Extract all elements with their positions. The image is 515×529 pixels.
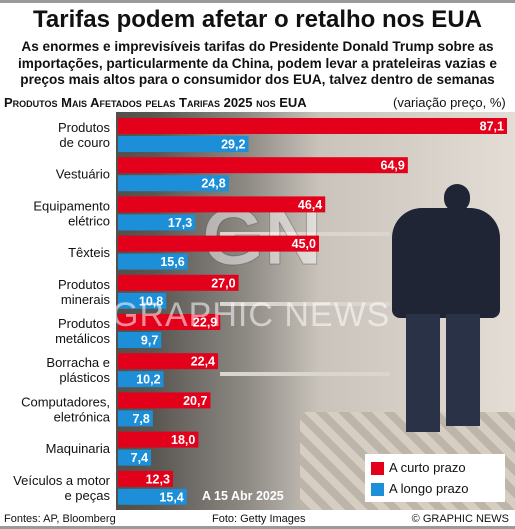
bar-long-term [118, 214, 196, 231]
category-label: Maquinaria [46, 441, 111, 456]
data-label-long-term: 15,6 [160, 255, 184, 269]
data-label-long-term: 29,2 [221, 138, 245, 152]
data-label-long-term: 15,4 [159, 490, 183, 504]
data-label-short-term: 46,4 [298, 198, 322, 212]
category-label: Borracha e plásticos [46, 355, 110, 385]
category-label: Vestuário [56, 167, 110, 182]
data-label-short-term: 20,7 [183, 394, 207, 408]
bar-short-term [118, 353, 219, 370]
bar-long-term [118, 136, 249, 152]
legend-label-long: A longo prazo [389, 481, 469, 496]
bar-short-term [118, 196, 326, 213]
bar-long-term [118, 332, 162, 348]
data-label-short-term: 22,4 [191, 355, 215, 369]
data-label-long-term: 10,2 [136, 373, 160, 387]
legend-swatch-long [371, 483, 384, 496]
top-rule [0, 0, 515, 3]
bar-short-term [118, 157, 408, 174]
bar-short-term [118, 392, 211, 409]
bar-short-term [118, 274, 239, 291]
copyright: © GRAPHIC NEWS [411, 513, 509, 525]
bar-short-term [118, 235, 319, 252]
category-label: Veículos a motor e peças [13, 473, 110, 503]
footer: Fontes: AP, Bloomberg Foto: Getty Images… [0, 510, 515, 529]
data-label-long-term: 9,7 [141, 334, 158, 348]
legend-label-short: A curto prazo [389, 460, 466, 475]
category-label: Produtos minerais [58, 277, 111, 307]
legend-swatch-short [371, 462, 384, 475]
watermark-text: GRAPHIC NEWS [112, 296, 391, 334]
bar-short-term [118, 470, 173, 487]
date-note: A 15 Abr 2025 [202, 489, 284, 503]
category-label: Equipamento elétrico [33, 198, 110, 228]
bar-long-term [118, 449, 152, 466]
category-label: Computadores, eletrónica [21, 394, 111, 424]
photo-credit: Foto: Getty Images [212, 513, 306, 525]
data-label-short-term: 12,3 [146, 472, 170, 486]
bar-short-term [118, 118, 507, 134]
page-subtitle: As enormes e imprevisíveis tarifas do Pr… [18, 39, 497, 87]
data-label-short-term: 18,0 [171, 433, 195, 447]
data-label-long-term: 17,3 [168, 216, 192, 230]
bar-long-term [118, 371, 164, 388]
data-label-short-term: 64,9 [381, 159, 405, 173]
chart-unit-note: (variação preço, %) [393, 95, 506, 110]
category-label: Têxteis [68, 245, 110, 260]
category-label: Produtos metálicos [55, 316, 110, 346]
bar-short-term [118, 314, 221, 330]
bottom-rule [0, 526, 515, 529]
data-label-short-term: 22,9 [193, 316, 217, 330]
bar-long-term [118, 488, 187, 505]
data-label-long-term: 7,4 [131, 451, 148, 465]
chart-title: Produtos Mais Afetados pelas Tarifas 202… [4, 95, 307, 110]
data-label-short-term: 45,0 [292, 237, 316, 251]
bar-long-term [118, 175, 229, 192]
sources-credit: Fontes: AP, Bloomberg [4, 513, 116, 525]
data-label-long-term: 7,8 [132, 412, 149, 426]
bar-long-term [118, 410, 153, 427]
bar-long-term [118, 253, 188, 270]
legend: A curto prazo A longo prazo [365, 454, 505, 502]
bar-short-term [118, 431, 199, 448]
data-label-long-term: 10,8 [139, 294, 163, 308]
data-label-long-term: 24,8 [201, 177, 225, 191]
data-label-short-term: 87,1 [480, 120, 504, 134]
data-label-short-term: 27,0 [211, 276, 235, 290]
bar-long-term [118, 292, 167, 309]
page-title: Tarifas podem afetar o retalho nos EUA [33, 6, 482, 33]
category-label: Produtos de couro [58, 120, 111, 150]
